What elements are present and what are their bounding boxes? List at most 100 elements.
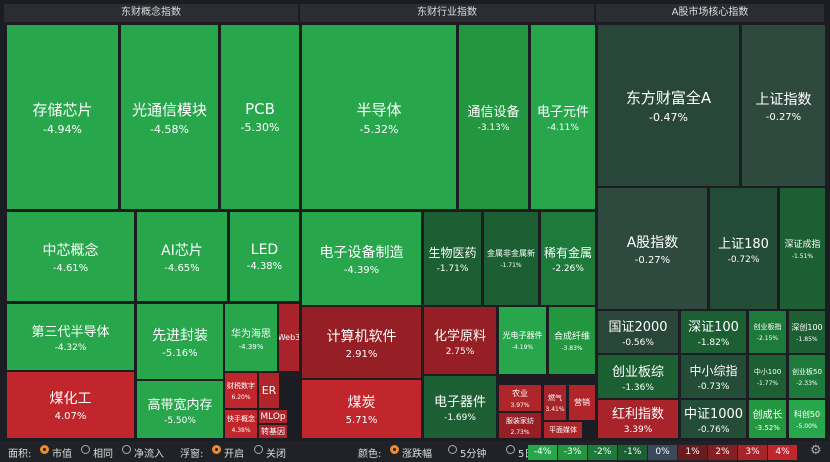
tile[interactable]: 深创100 -1.85% [788,310,826,354]
tile-change: -4.58% [150,122,189,136]
tile-name: 煤化工 [49,391,92,407]
tile-change: -0.27% [634,254,671,266]
tile[interactable]: 燃气 3.41% [543,384,567,421]
tile[interactable]: 深证成指 -1.51% [779,187,826,310]
tile-name: 生物医药 [428,245,477,260]
tile[interactable]: 计算机软件 2.91% [301,306,422,379]
tile-name: 国证2000 [608,320,668,335]
tile-name: AI芯片 [161,242,203,259]
tile-change: -5.30% [240,121,280,134]
tile[interactable]: 财税数字 6.20% [224,372,258,409]
radio-label[interactable]: 5分钟 [460,449,487,460]
tile[interactable]: 平面媒体 [543,421,583,439]
tile-name: 半导体 [356,100,402,119]
tile[interactable]: A股指数 -0.27% [597,187,708,310]
tile[interactable]: 煤炭 5.71% [301,379,422,439]
tile[interactable]: 存储芯片 -4.94% [6,24,119,210]
radio-button[interactable] [122,445,131,454]
tile[interactable]: 光通信模块 -4.58% [120,24,219,210]
tile[interactable]: 华为海思 -4.39% [224,303,278,372]
tile[interactable]: 煤化工 4.07% [6,371,135,439]
tile-change: -0.76% [697,425,730,435]
tile-change: 3.41% [545,405,565,413]
legend-swatch: 2% [708,445,737,460]
tile[interactable]: Web3 [278,303,300,372]
tile[interactable]: 中小100 -1.77% [748,354,787,399]
tile[interactable]: 营销 [568,384,596,421]
tile-change: -1.82% [697,338,730,348]
radio-button[interactable] [81,445,90,454]
tile-name: 科创50 [793,409,821,419]
radio-label[interactable]: 开启 [224,449,244,460]
tile[interactable]: 光电子器件 -4.19% [498,306,547,375]
tile[interactable]: 电子元件 -4.11% [530,24,596,210]
legend-swatch: -4% [528,445,557,460]
tile[interactable]: 通信设备 -3.13% [458,24,529,210]
tile[interactable]: 中小综指 -0.73% [680,354,747,399]
radio-button[interactable] [506,445,515,454]
tile-change: -4.38% [246,260,283,272]
settings-icon[interactable]: ⚙ [810,443,822,458]
tile-change: 6.20% [231,393,251,401]
radio-label[interactable]: 相同 [93,449,113,460]
tile[interactable]: 转基因 [258,424,288,439]
tile[interactable]: 上证180 -0.72% [709,187,778,310]
tile-name: 燃气 [548,393,562,402]
tile[interactable]: 合成纤维 -3.83% [548,306,596,375]
tile[interactable]: 生物医药 -1.71% [423,211,482,306]
tile[interactable]: 深证100 -1.82% [680,310,747,354]
tile[interactable]: 红利指数 3.39% [597,399,679,439]
tile[interactable]: LED -4.38% [229,211,300,302]
tile[interactable]: 中证1000 -0.76% [680,399,747,439]
tile-name: 创业板指 [753,323,782,331]
tile[interactable]: 高带宽内存 -5.50% [136,380,224,439]
legend-swatch: 1% [678,445,707,460]
tile[interactable]: 化学原料 2.75% [423,306,497,375]
tile[interactable]: 电子设备制造 -4.39% [301,211,422,306]
tile-name: A股指数 [626,234,679,251]
tile[interactable]: 东方财富全A -0.47% [597,24,740,187]
tile-name: 计算机软件 [326,328,397,345]
radio-button[interactable] [254,445,263,454]
tile[interactable]: 创业板指 -2.15% [748,310,787,354]
radio-label[interactable]: 涨跌幅 [402,449,432,460]
tile[interactable]: AI芯片 -4.65% [136,211,228,302]
radio-label[interactable]: 市值 [52,449,72,460]
tile-change: -1.85% [796,335,818,343]
radio-button[interactable] [212,445,221,454]
tile[interactable]: 电子器件 -1.69% [423,375,497,439]
tile[interactable]: 半导体 -5.32% [301,24,457,210]
radio-label[interactable]: 净流入 [134,449,164,460]
tile[interactable]: 农业 3.97% [498,384,542,412]
tile-name: MLOp [260,411,286,422]
radio-button[interactable] [40,445,49,454]
radio-label[interactable]: 关闭 [266,449,286,460]
tile[interactable]: 稀有金属 -2.26% [540,211,596,306]
tile-name: 光电子器件 [502,331,543,340]
tile-change: 4.07% [54,411,87,422]
tile[interactable]: 快手概念 4.38% [224,409,258,439]
tile-change: -5.32% [359,122,399,136]
tile[interactable]: 科创50 -5.00% [788,399,826,439]
tile[interactable]: 服装家纺 2.73% [498,412,542,439]
tile[interactable]: ER [258,372,280,409]
tile[interactable]: 国证2000 -0.56% [597,310,679,354]
tile[interactable]: MLOp [258,409,288,424]
tile-change: -4.94% [43,122,82,136]
tile[interactable]: 中芯概念 -4.61% [6,211,135,302]
tile[interactable]: 第三代半导体 -4.32% [6,303,135,371]
tile[interactable]: 金属非金属新 -1.71% [483,211,539,306]
tile-name: 光通信模块 [131,100,207,119]
tile[interactable]: 上证指数 -0.27% [741,24,826,187]
tile[interactable]: 创业板50 -2.33% [788,354,826,399]
tile[interactable]: 创业板综 -1.36% [597,354,679,399]
tile[interactable]: 创成长 -3.52% [748,399,787,439]
radio-button[interactable] [390,445,399,454]
tile[interactable]: PCB -5.30% [220,24,300,210]
tile-change: -4.19% [511,344,534,351]
radio-label[interactable]: 5日 [518,449,535,460]
tile-change: 2.91% [345,348,378,360]
tile[interactable]: 先进封装 -5.16% [136,303,224,380]
radio-button[interactable] [448,445,457,454]
panel-header: 东财概念指数 [4,4,298,22]
